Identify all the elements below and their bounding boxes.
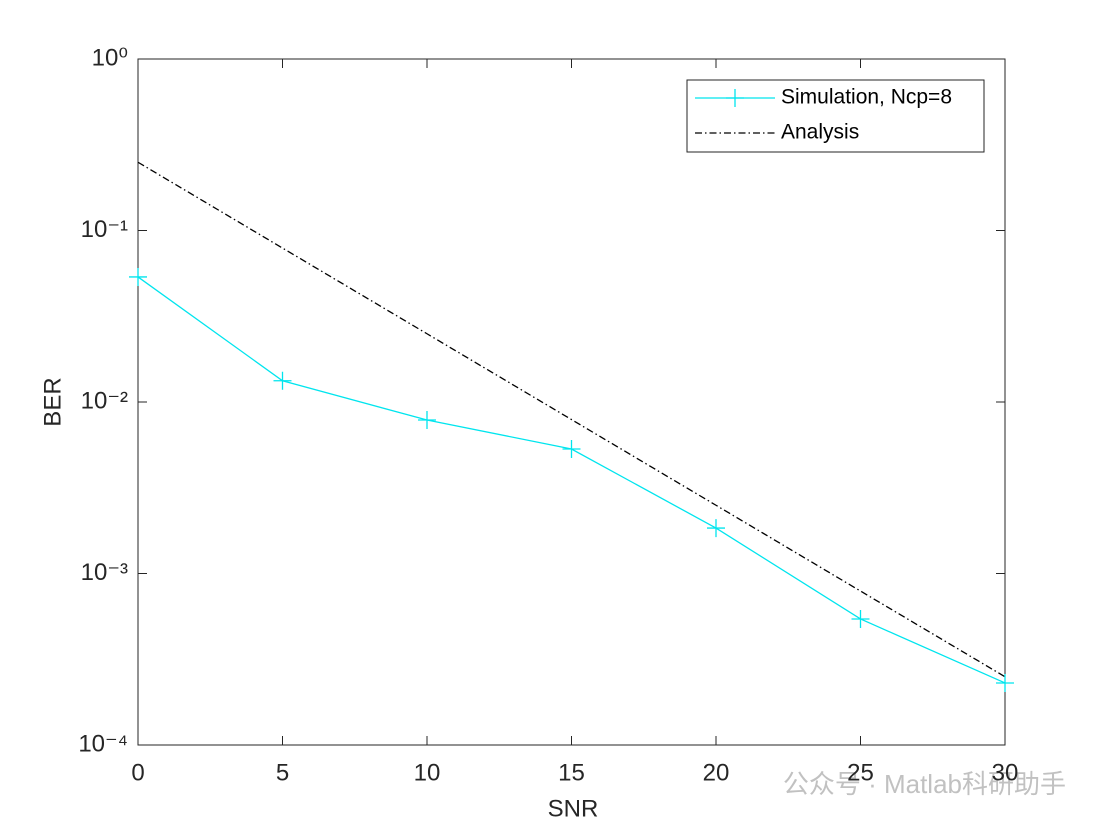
x-tick-label: 20 (703, 759, 730, 786)
y-tick-label: 10⁻⁴ (78, 730, 128, 757)
legend-box (686, 79, 985, 153)
watermark: 公众号 · Matlab科研助手 (783, 769, 1066, 799)
legend-label: Simulation, Ncp=8 (781, 86, 952, 109)
y-tick-label: 10⁻² (81, 387, 128, 414)
marker (707, 519, 725, 538)
y-tick-label: 10⁰ (92, 44, 128, 71)
marker (562, 440, 581, 459)
marker (418, 411, 436, 430)
marker (851, 609, 870, 628)
plot-area (137, 58, 1006, 746)
x-tick-label: 25 (847, 759, 874, 786)
marker (996, 673, 1014, 692)
x-tick-label: 15 (558, 759, 585, 786)
marker (129, 267, 147, 286)
legend-marker (726, 89, 744, 107)
y-axis-label: BER (39, 377, 66, 426)
x-axis-label: SNR (548, 795, 599, 822)
x-tick-label: 10 (414, 759, 441, 786)
marker (273, 371, 292, 390)
legend-label: Analysis (781, 121, 859, 144)
series-line (137, 161, 1006, 678)
x-tick-label: 30 (992, 759, 1019, 786)
y-tick-label: 10⁻¹ (81, 216, 128, 243)
x-tick-label: 5 (276, 759, 289, 786)
x-tick-label: 0 (131, 759, 144, 786)
y-tick-label: 10⁻³ (81, 559, 128, 586)
